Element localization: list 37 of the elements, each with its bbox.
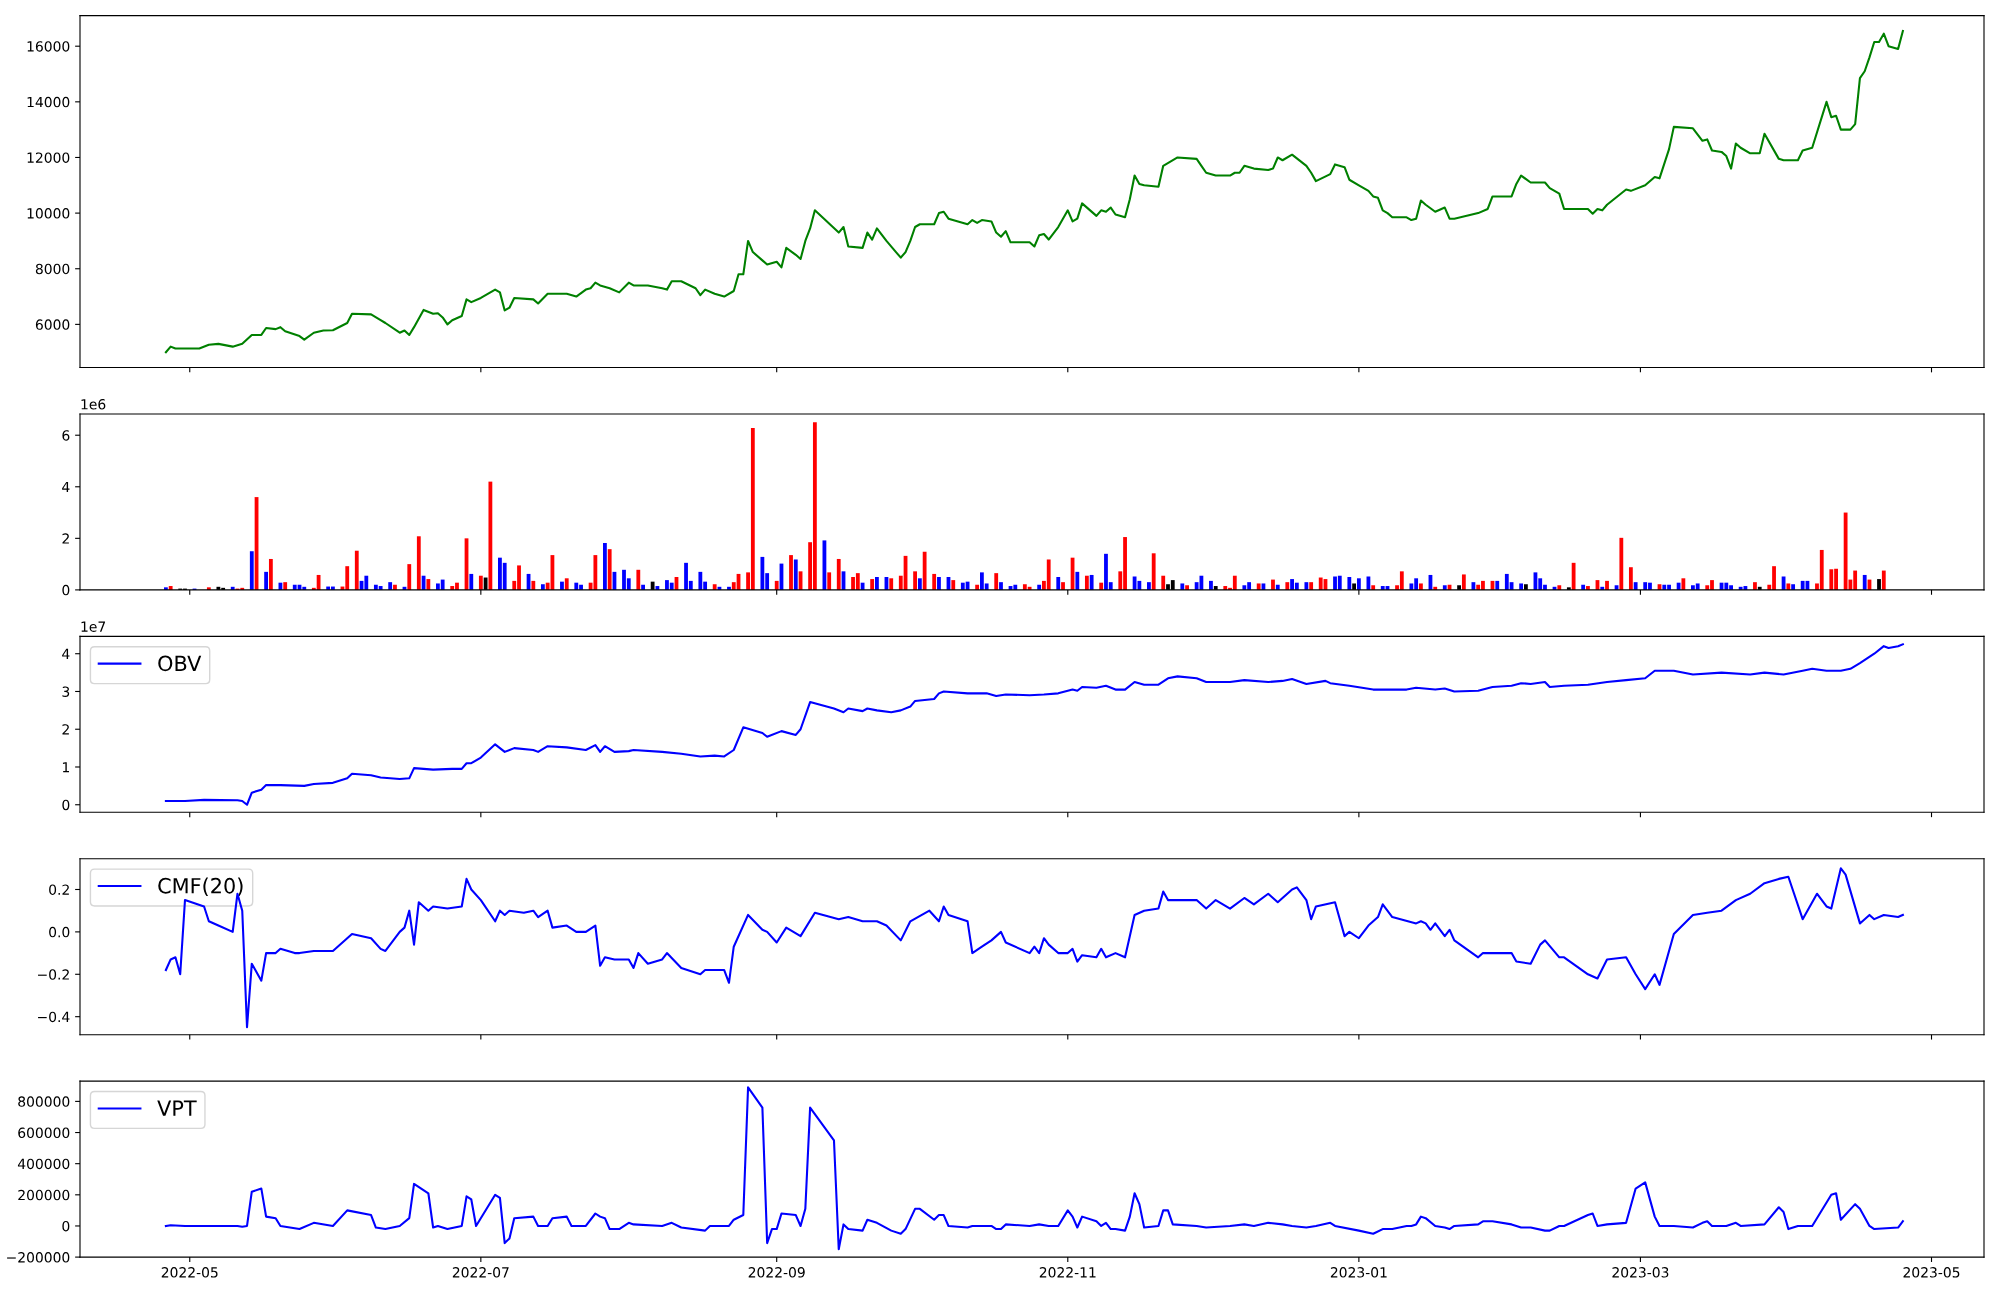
x-tick-label: 2023-05 [1903, 1267, 1960, 1278]
y-tick-label: 0 [62, 799, 70, 811]
y-tick-label: 2 [62, 724, 69, 735]
text: 1e7 [81, 621, 106, 632]
y-tick-label: 8000 [35, 263, 70, 275]
x-tick-label: 2023-03 [1612, 1267, 1669, 1278]
y-tick-label: 6000 [35, 319, 70, 330]
legend-label: OBV [158, 655, 202, 672]
y-tick-label: 16000 [27, 41, 70, 52]
y-tick-label: 6 [62, 430, 70, 441]
legend-label: VPT [157, 1100, 197, 1116]
x-tick-label: 2022-11 [1039, 1267, 1096, 1278]
x-tick-label: 2022-05 [161, 1267, 218, 1278]
y-tick-label: 0 [62, 584, 70, 596]
y-tick-label: 0.2 [49, 884, 69, 895]
y-tick-label: −0.2 [38, 969, 69, 980]
y-tick-label: 0.0 [49, 926, 70, 938]
x-tick-label: 2023-01 [1330, 1267, 1387, 1278]
x-tick-label: 2022-07 [452, 1267, 509, 1278]
legend-label: CMF(20) [158, 877, 243, 897]
y-tick-label: −0.4 [38, 1011, 70, 1023]
text: 1e6 [81, 398, 106, 410]
y-tick-label: 200000 [18, 1189, 70, 1201]
y-tick-label: 12000 [27, 152, 70, 163]
y-tick-label: 3 [62, 686, 70, 697]
y-tick-label: 600000 [18, 1127, 70, 1139]
y-tick-label: 400000 [17, 1158, 70, 1170]
y-tick-label: 14000 [27, 96, 70, 108]
y-tick-label: −200000 [7, 1252, 70, 1263]
y-tick-label: 4 [62, 481, 70, 493]
x-tick-label: 2022-09 [748, 1267, 805, 1278]
y-tick-label: 10000 [27, 208, 70, 219]
y-tick-label: 4 [62, 648, 70, 659]
y-tick-label: 1 [62, 762, 69, 773]
y-tick-label: 2 [62, 533, 69, 544]
y-tick-label: 800000 [18, 1096, 70, 1107]
y-tick-label: 0 [62, 1220, 70, 1232]
